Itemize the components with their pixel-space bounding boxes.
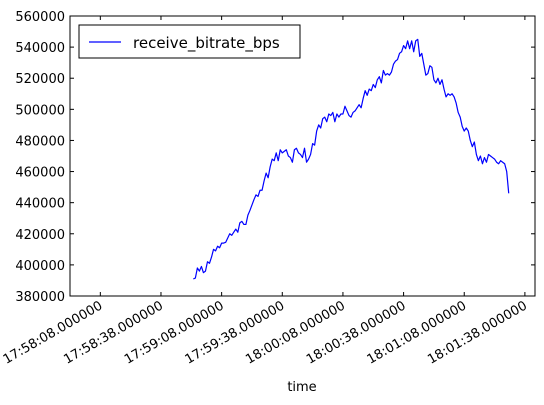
y-axis: 380000 400000 420000 440000 460000 480000 5000… xyxy=(15,10,535,305)
y-tick-label: 380000 xyxy=(15,290,65,305)
y-tick-label: 540000 xyxy=(15,41,65,56)
legend-label: receive_bitrate_bps xyxy=(133,34,280,53)
y-tick-label: 440000 xyxy=(15,197,65,212)
y-tick-label: 420000 xyxy=(15,228,65,243)
series-line-0 xyxy=(193,38,510,280)
y-tick-label: 400000 xyxy=(15,259,65,274)
y-tick-label: 480000 xyxy=(15,134,65,149)
y-tick-label: 460000 xyxy=(15,166,65,181)
series-layer xyxy=(193,38,510,280)
y-tick-label: 500000 xyxy=(15,103,65,118)
y-tick-label: 520000 xyxy=(15,72,65,87)
x-axis-label: time xyxy=(287,380,316,395)
legend: receive_bitrate_bps xyxy=(78,24,301,59)
plot-frame xyxy=(69,15,536,297)
y-tick-label: 560000 xyxy=(15,10,65,25)
